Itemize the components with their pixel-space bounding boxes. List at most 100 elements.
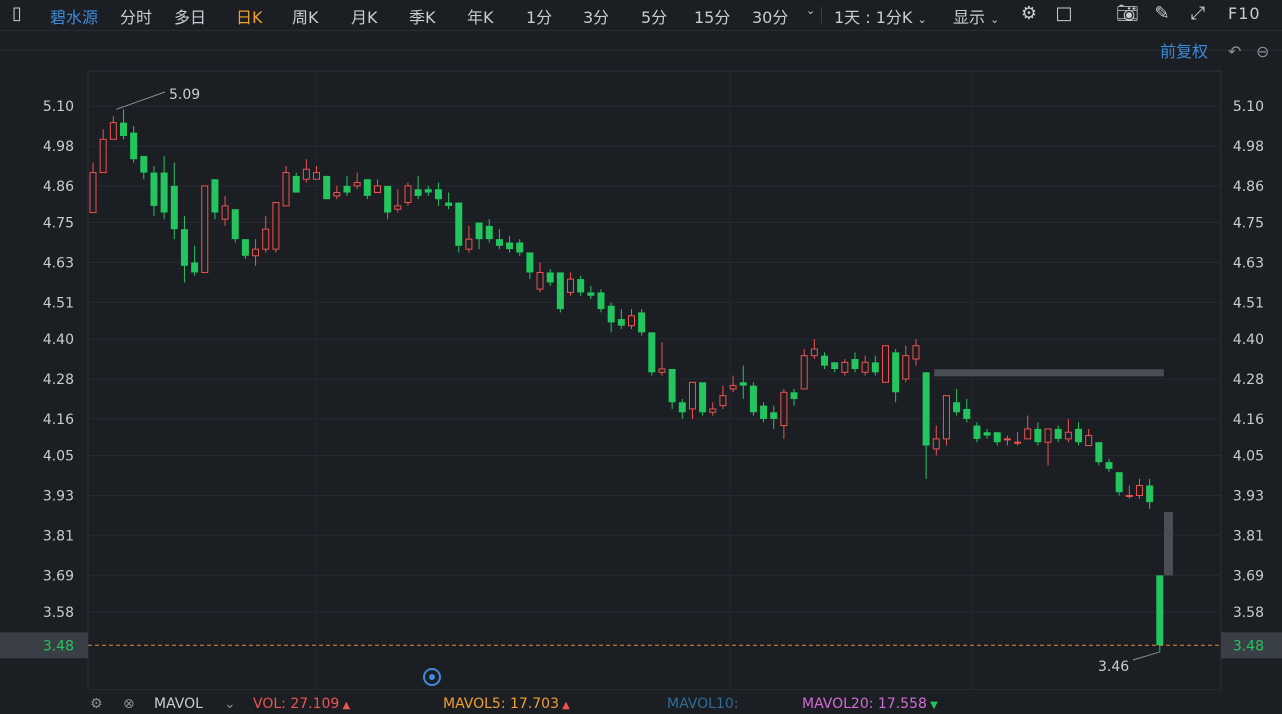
candle-body — [313, 172, 321, 180]
candle-body — [678, 402, 686, 413]
tab-period-11[interactable]: 30分 — [752, 8, 789, 27]
volume-item-label: MAVOL5: — [443, 696, 510, 712]
candle-body — [841, 361, 849, 373]
price-tick-right: 4.63 — [1233, 255, 1264, 271]
candle-body — [221, 205, 229, 220]
candle-body — [536, 271, 544, 290]
candle-body — [1156, 575, 1164, 646]
volume-item: MAVOL10: — [667, 696, 738, 712]
price-tick-left: 4.51 — [43, 295, 74, 311]
candle-body — [160, 172, 168, 213]
candle-body — [272, 202, 280, 250]
volume-item-value: 17.703 — [510, 696, 559, 712]
tab-period-7[interactable]: 1分 — [526, 8, 553, 27]
zoom-out-icon[interactable]: ⊖ — [1256, 42, 1269, 61]
candle-body — [353, 182, 361, 187]
candle-body — [1024, 428, 1032, 440]
candle-body — [577, 279, 585, 293]
volume-item: VOL: 27.109 ▲ — [253, 696, 350, 712]
indicator-bar: ⚙ ⊗ MAVOL ⌄ VOL: 27.109 ▲ MAVOL5: 17.703 … — [0, 690, 1282, 714]
candle-body — [881, 345, 889, 383]
tab-period-10[interactable]: 15分 — [694, 8, 731, 27]
tab-period-0[interactable]: 分时 — [120, 8, 153, 27]
tab-period-8[interactable]: 3分 — [583, 8, 610, 27]
gear-icon[interactable]: ⚙ — [1020, 3, 1038, 24]
candle-body — [485, 225, 493, 240]
candle-body — [191, 262, 199, 273]
fullscreen-icon[interactable]: ⤢ — [1190, 3, 1206, 24]
candle-body — [963, 408, 971, 419]
candle-body — [658, 368, 666, 373]
divider — [821, 7, 822, 23]
pencil-icon[interactable]: ✎ — [1154, 3, 1170, 24]
range-select[interactable]: 1天 : 1分K ⌄ — [834, 4, 927, 28]
candle-body — [302, 168, 310, 180]
candle-body — [465, 238, 473, 250]
candle-body — [556, 272, 564, 310]
chevron-down-icon[interactable]: ⌄ — [224, 696, 236, 712]
candle-body — [1054, 428, 1062, 439]
tab-period-9[interactable]: 5分 — [641, 8, 668, 27]
candle-body — [89, 172, 97, 214]
price-tick-right: 4.28 — [1233, 372, 1264, 388]
candle-body — [434, 189, 442, 200]
candle-body — [1146, 485, 1154, 503]
stock-name[interactable]: 碧水源 — [50, 8, 99, 27]
price-tick-right: 4.16 — [1233, 412, 1264, 428]
price-tick-left: 3.81 — [43, 528, 74, 544]
sidebar-toggle-icon[interactable]: ▯ — [12, 3, 22, 24]
low-price-label: 3.46 — [1098, 659, 1129, 675]
candle-body — [749, 385, 757, 413]
candle-body — [810, 348, 818, 357]
candle-body — [831, 362, 839, 369]
candle-body — [739, 382, 747, 386]
volume-item-label: MAVOL20: — [802, 696, 878, 712]
candle-body — [404, 185, 412, 204]
kline-chart[interactable]: 前复权 ↶ ⊖ 5.10 5.10 4.98 4.98 4.86 4.86 4.75 4.75 4.6… — [0, 30, 1282, 690]
tab-period-6[interactable]: 年K — [467, 8, 494, 27]
more-periods-chevron-icon[interactable]: ⌄ — [806, 4, 816, 17]
price-tick-left: 3.58 — [43, 605, 74, 621]
candle-body — [201, 185, 209, 273]
tab-period-2[interactable]: 日K — [236, 8, 263, 27]
candle-body — [729, 385, 737, 390]
close-icon[interactable]: ⊗ — [123, 696, 135, 712]
high-price-label: 5.09 — [169, 87, 200, 103]
gap-bar — [1163, 512, 1173, 576]
candle-body — [475, 222, 483, 240]
candle-body — [871, 362, 879, 373]
tab-period-3[interactable]: 周K — [292, 8, 319, 27]
candle-body — [699, 382, 707, 413]
candle-body — [516, 242, 524, 253]
locate-icon[interactable] — [423, 668, 441, 686]
candle-body — [323, 175, 331, 200]
candle-body — [373, 185, 381, 194]
tab-period-1[interactable]: 多日 — [174, 8, 207, 27]
candle-body — [1034, 428, 1042, 443]
candle-body — [140, 155, 148, 173]
candle-body — [760, 405, 768, 419]
undo-icon[interactable]: ↶ — [1228, 42, 1241, 61]
candle-body — [150, 172, 158, 206]
price-tick-right: 5.10 — [1233, 99, 1264, 115]
arrow-up-icon: ▲ — [559, 700, 570, 711]
square-icon[interactable]: □ — [1055, 3, 1073, 24]
candle-body — [861, 361, 869, 373]
tab-period-4[interactable]: 月K — [351, 8, 378, 27]
adjust-mode-label[interactable]: 前复权 — [1160, 42, 1208, 61]
display-label: 显示 — [953, 8, 986, 27]
candle-body — [800, 355, 808, 390]
tab-period-5[interactable]: 季K — [409, 8, 436, 27]
candle-body — [384, 185, 392, 213]
candle-body — [526, 252, 534, 273]
candle-body — [993, 432, 1001, 443]
indicator-name[interactable]: MAVOL — [154, 696, 203, 712]
camera-icon[interactable]: 📷︎ — [1116, 3, 1139, 24]
locate-icon-dot — [429, 674, 435, 680]
volume-item-value: 27.109 — [290, 696, 340, 712]
candle-body — [648, 332, 656, 373]
candle-body — [1014, 441, 1022, 444]
display-menu[interactable]: 显示 ⌄ — [953, 4, 999, 28]
settings-icon[interactable]: ⚙ — [90, 696, 103, 712]
f10-button[interactable]: F10 — [1228, 4, 1261, 23]
